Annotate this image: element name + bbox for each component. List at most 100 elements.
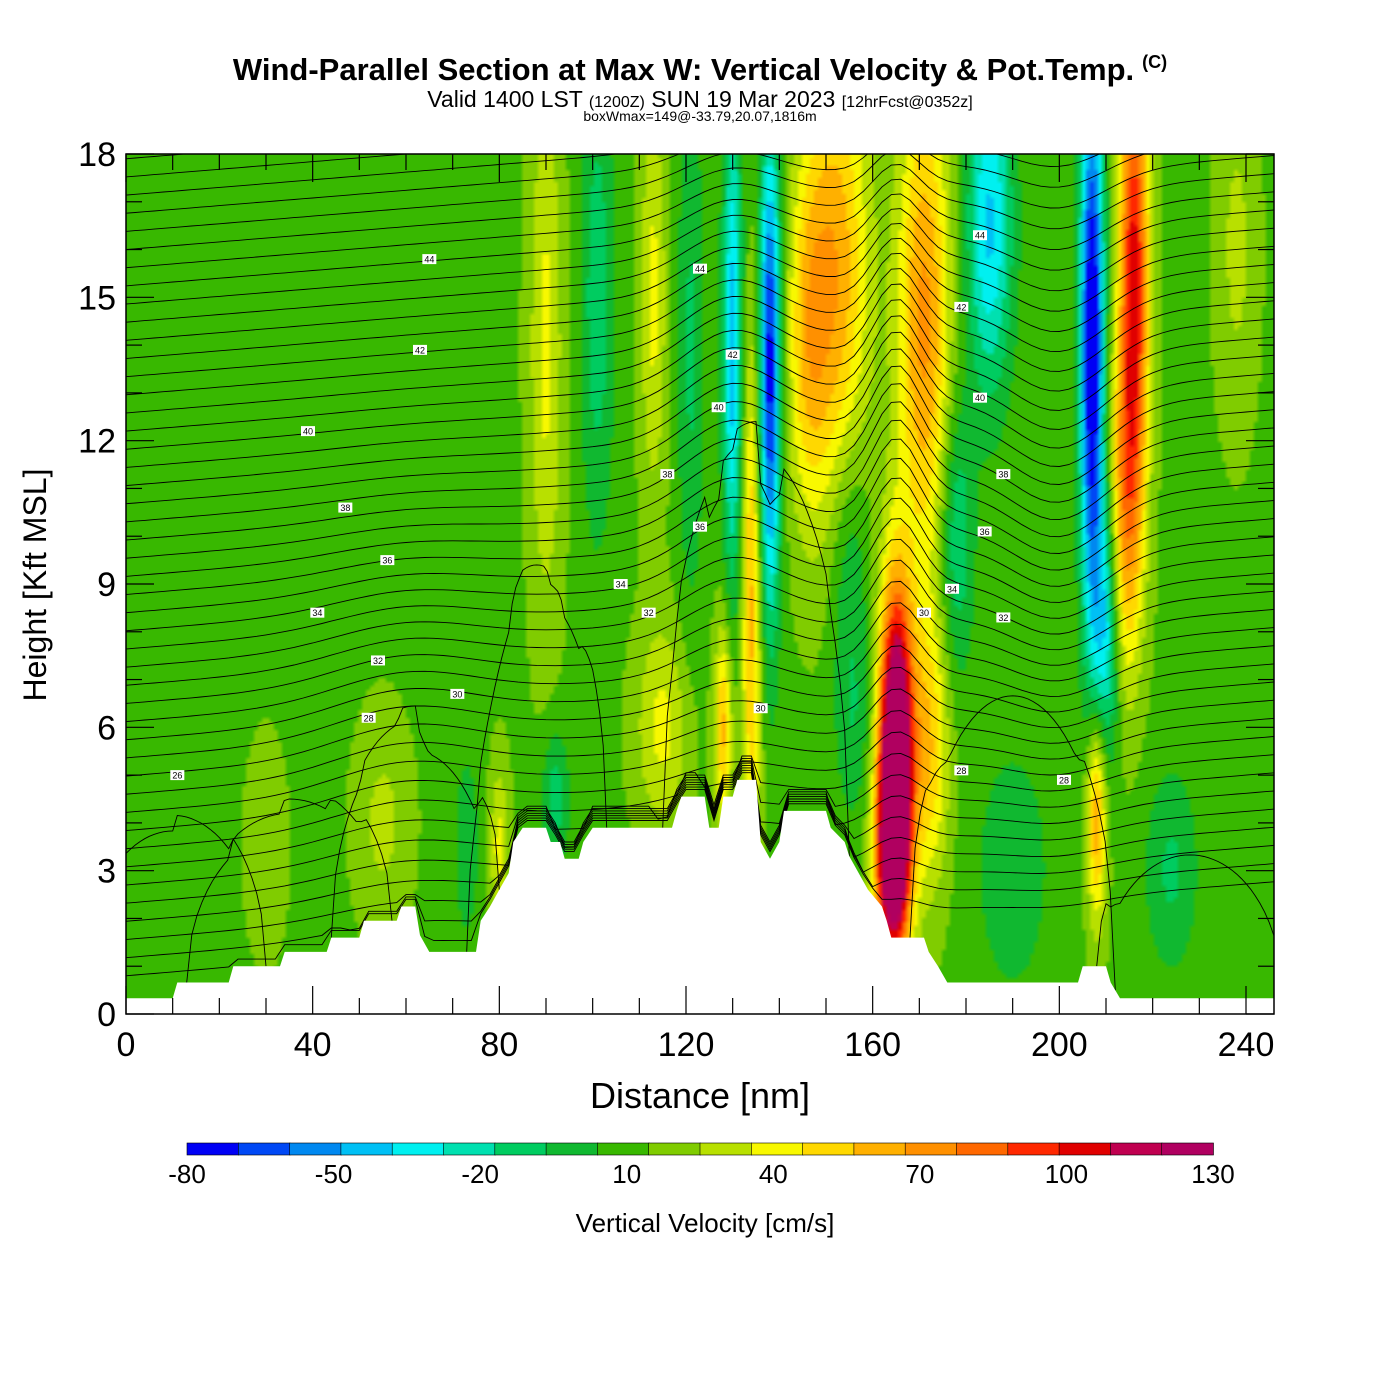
x-tick-label: 40	[294, 1026, 332, 1064]
theta-label-box	[954, 301, 969, 312]
theta-contour-line	[126, 765, 1274, 922]
theta-label-box	[450, 688, 465, 699]
theta-contour-line	[126, 193, 1274, 305]
theta-contour-line	[126, 178, 1274, 287]
subtitle-valid: Valid 1400 LST	[427, 86, 583, 112]
colorbar-swatch	[186, 1142, 240, 1156]
colorbar-swatch	[956, 1142, 1009, 1156]
y-tick-label: 0	[97, 996, 116, 1034]
colorbar-tick-labels: -80 -50 -20 10 40 70 100 130	[168, 1159, 1234, 1189]
theta-label: 36	[977, 526, 992, 537]
theta-contour-lobe	[330, 705, 500, 938]
colorbar-swatch	[853, 1142, 907, 1156]
theta-label-box	[170, 770, 185, 781]
theta-contour-lobe	[186, 798, 393, 983]
theta-label: 32	[371, 655, 385, 666]
theta-contour-line	[126, 538, 1274, 668]
theta-contour-line	[126, 518, 1274, 650]
chart-title: Wind-Parallel Section at Max W: Vertical…	[0, 52, 1400, 88]
colorbar-tick-label: -20	[461, 1159, 499, 1189]
theta-label-text: 34	[947, 584, 957, 594]
y-tick-label: 9	[97, 566, 116, 604]
theta-label-text: 38	[998, 470, 1008, 480]
x-tick-label: 0	[117, 1026, 136, 1064]
y-tick-label: 6	[97, 709, 116, 747]
theta-label-text: 42	[728, 350, 738, 360]
theta-contour-line	[126, 419, 1274, 559]
theta-label-text: 34	[312, 608, 322, 618]
colorbar	[186, 1142, 1214, 1156]
theta-contour-line	[126, 268, 1274, 396]
theta-label-box	[973, 392, 987, 403]
theta-label-box	[725, 349, 740, 360]
theta-label: 44	[973, 230, 987, 241]
theta-label: 42	[954, 301, 969, 312]
colorbar-swatch	[699, 1142, 753, 1156]
theta-label-box	[711, 402, 726, 413]
theta-label-text: 42	[415, 345, 425, 355]
theta-label-box	[380, 555, 395, 566]
theta-label-text: 36	[382, 556, 392, 566]
potential-temperature-labels: 44 44 44 42 42 42 40 40 40 38 38 38 36 36 36 34 34 34 32 32…	[170, 230, 1071, 785]
theta-contour-line	[126, 757, 1274, 868]
theta-contour-line	[126, 688, 1274, 795]
theta-contour-line	[126, 602, 1274, 723]
theta-label-text: 36	[695, 522, 705, 532]
theta-contour-lobe	[1096, 854, 1274, 967]
theta-label: 30	[753, 703, 768, 714]
subtitle-forecast: [12hrFcst@0352z]	[841, 94, 973, 111]
theta-contour-line	[126, 623, 1274, 741]
colorbar-swatch	[750, 1142, 804, 1156]
potential-temperature-contours	[126, 154, 1274, 991]
theta-label-box	[945, 583, 959, 594]
theta-label: 34	[310, 607, 325, 618]
x-axis-ticks: 0 40 80 120 160 200 240	[117, 154, 1274, 1064]
theta-contour-line	[126, 154, 412, 178]
theta-label-box	[973, 230, 987, 241]
theta-contour-line	[126, 559, 1274, 686]
x-tick-label: 160	[844, 1026, 901, 1064]
theta-label-text: 44	[424, 255, 434, 265]
theta-label: 38	[660, 469, 675, 480]
theta-label-box	[954, 765, 969, 776]
y-axis-label: Height [Kft MSL]	[17, 469, 53, 702]
theta-label-box	[422, 254, 437, 265]
theta-label-box	[1057, 774, 1071, 785]
colorbar-swatch	[597, 1142, 650, 1156]
theta-contour-line	[126, 731, 1274, 831]
theta-label: 30	[917, 607, 931, 618]
theta-contour-line	[126, 769, 1274, 959]
colorbar-tick-label: 130	[1191, 1159, 1234, 1189]
theta-contour-line	[126, 299, 1274, 432]
subtitle-date: SUN 19 Mar 2023	[651, 86, 836, 112]
theta-label-text: 30	[756, 704, 766, 714]
theta-label-text: 32	[373, 656, 383, 666]
theta-contour-line	[126, 154, 1101, 214]
theta-contour-line	[126, 208, 1274, 323]
colorbar-swatch	[340, 1142, 393, 1156]
theta-label-box	[753, 703, 768, 714]
theta-label-box	[310, 607, 325, 618]
theta-label-text: 32	[998, 613, 1008, 623]
colorbar-tick-label: 10	[612, 1159, 641, 1189]
theta-label: 42	[725, 349, 740, 360]
y-tick-label: 3	[97, 853, 116, 891]
theta-label-text: 34	[616, 580, 626, 590]
theta-contour-line	[126, 645, 1274, 759]
theta-contour-line	[126, 222, 1274, 341]
theta-label-box	[977, 526, 992, 537]
colorbar-swatch	[494, 1142, 547, 1156]
theta-label-box	[413, 344, 427, 355]
theta-contour-lobe	[126, 815, 267, 967]
theta-contour-lobe	[909, 695, 1116, 991]
theta-label-text: 40	[303, 427, 313, 437]
x-tick-label: 80	[480, 1026, 518, 1064]
x-axis-label: Distance [nm]	[590, 1075, 810, 1116]
theta-label: 28	[954, 765, 969, 776]
colorbar-swatch	[391, 1142, 445, 1156]
theta-label-box	[301, 426, 315, 437]
theta-contour-lobe	[466, 564, 608, 952]
theta-contour-line	[126, 154, 619, 196]
theta-label: 32	[996, 612, 1011, 623]
